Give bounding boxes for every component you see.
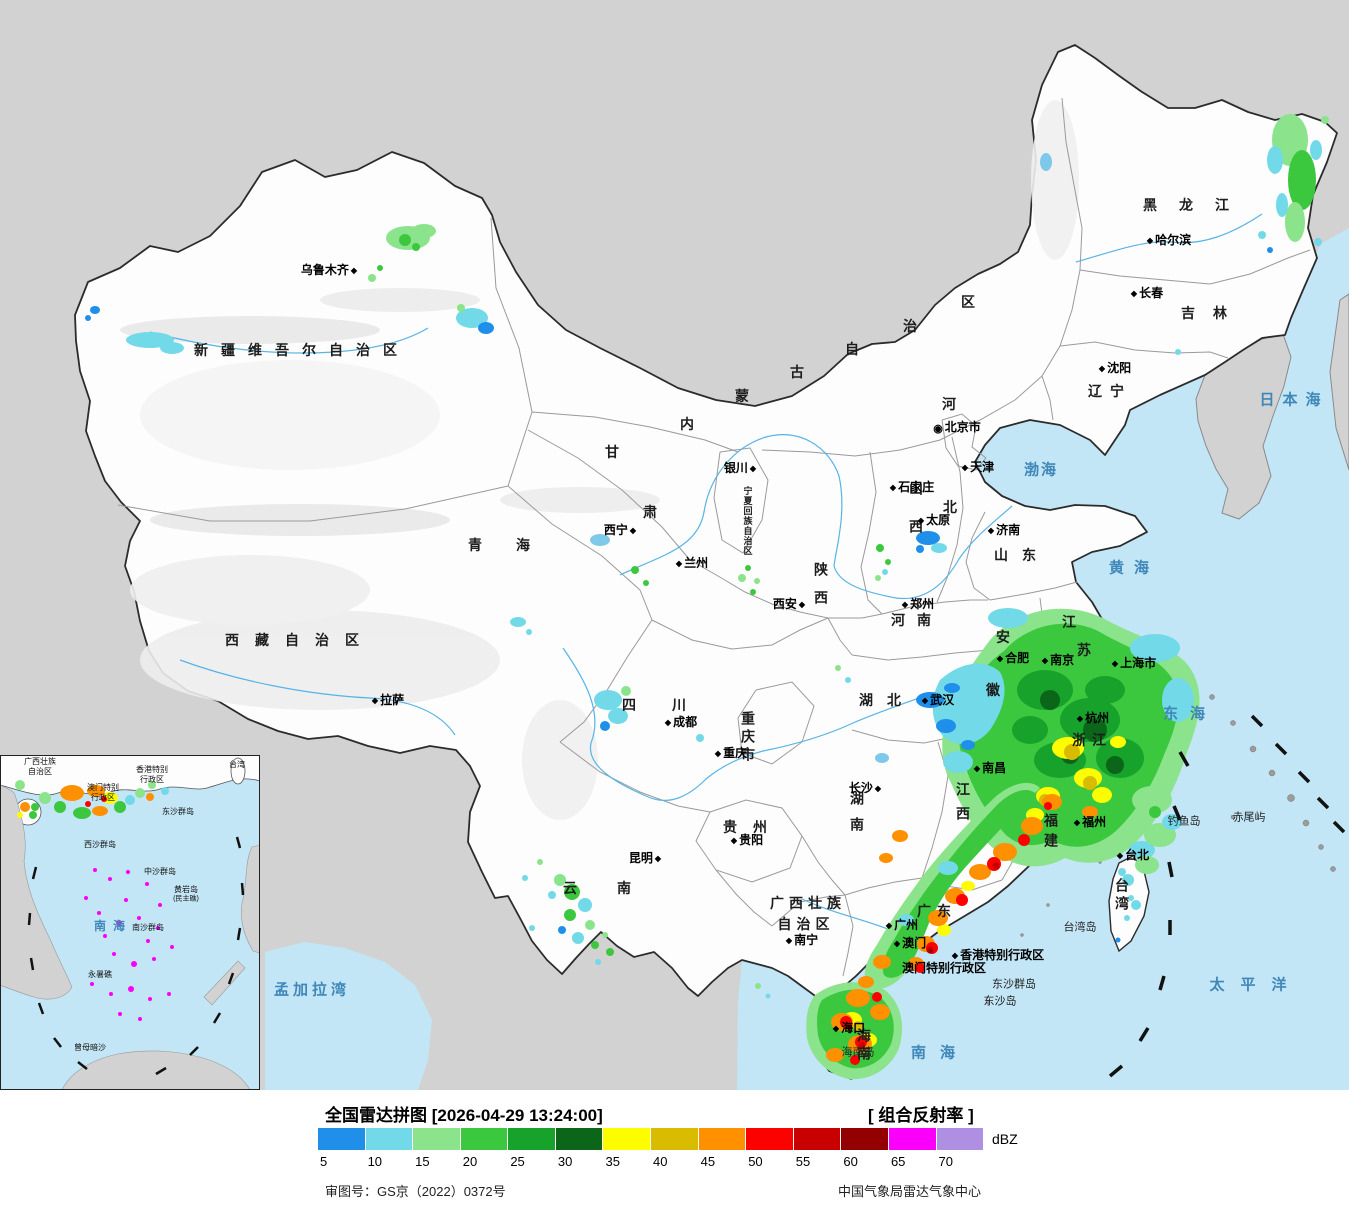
legend-color-5 [318,1128,365,1150]
south-china-sea-inset [0,755,260,1090]
terrain-shading [120,100,1079,820]
inset-luzon [241,844,260,954]
legend-value: 65 [890,1154,906,1169]
legend-color-70 [936,1128,984,1150]
legend-value: 35 [605,1154,620,1169]
inset-interference-echoes [84,868,174,1021]
legend-value: 5 [320,1154,328,1169]
legend-color-65 [888,1128,936,1150]
yarlung-river [179,659,456,736]
inset-dash-line [27,836,245,1076]
inset-vietnam [0,784,73,1000]
unit-label: dBZ [992,1131,1018,1147]
foreign-land [985,293,1349,1005]
legend-value: 40 [653,1154,668,1169]
sea-areas [265,228,1349,1090]
legend-color-45 [698,1128,746,1150]
legend-color-25 [508,1128,555,1150]
tarim-river [149,327,429,354]
legend-color-50 [746,1128,793,1150]
province-borders [117,97,1311,977]
legend-color-30 [555,1128,603,1150]
china-radar-map: 黑龙江 吉林 辽宁内蒙古自治区新疆维吾尔自治区 西藏自治区 青海甘肃四川 云南 贵州 广西壮族… [0,0,1349,1090]
boundary-dash-segments [1108,714,1346,1078]
legend-value: 10 [367,1154,383,1169]
legend-color-15 [413,1128,460,1150]
data-source: 中国气象局雷达气象中心 [838,1184,982,1199]
legend-value: 20 [462,1154,478,1169]
legend-value: 15 [415,1154,430,1169]
legend-value: 60 [843,1154,858,1169]
legend-color-35 [603,1128,651,1150]
legend-color-10 [365,1128,413,1150]
legend-color-20 [460,1128,508,1150]
inset-border [0,755,260,1090]
map-title: 全国雷达拼图 [2026-04-29 13:24:00] [325,1106,603,1125]
legend-bar: 全国雷达拼图 [2026-04-29 13:24:00] [ 组合反射率 ] 5… [0,1090,1349,1208]
dongsha-island-dot [985,999,991,1005]
color-scale [318,1128,984,1150]
legend-color-60 [841,1128,888,1150]
inset-taiwan [230,757,246,785]
legend-value: 30 [557,1154,573,1169]
legend-color-40 [651,1128,698,1150]
legend-value: 70 [938,1154,953,1169]
legend-value: 50 [748,1154,763,1169]
inset-palawan [203,960,246,1006]
map-canvas [74,44,1349,1090]
legend-value: 55 [795,1154,811,1169]
songhua-river [1075,213,1263,263]
legend-value: 25 [510,1154,525,1169]
radar-echoes [85,114,1329,1080]
legend-value: 45 [700,1154,716,1169]
japan-coast [1329,293,1349,471]
legend-color-55 [793,1128,841,1150]
inset-radar-echoes [15,780,169,819]
chiwei-islet-dot [1230,814,1236,820]
yellow-river [619,434,1013,600]
product-name: [ 组合反射率 ] [868,1106,974,1125]
map-review-number: 审图号：GS京（2022）0372号 [325,1184,506,1199]
color-scale-values: 5 10 15 20 25 30 35 40 45 50 55 60 65 70 [318,1154,984,1169]
